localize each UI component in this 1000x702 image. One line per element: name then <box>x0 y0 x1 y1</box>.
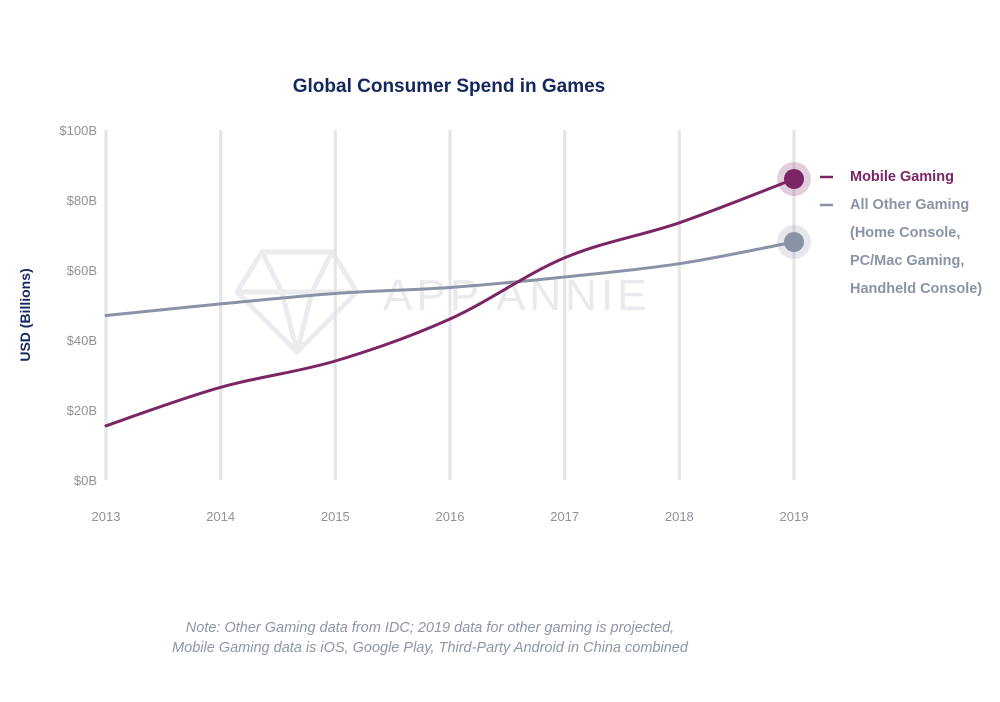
chart-title: Global Consumer Spend in Games <box>293 76 606 97</box>
y-tick-label-100: $100B <box>59 123 97 138</box>
x-tick-label-2014: 2014 <box>206 509 235 524</box>
y-tick-label-40: $40B <box>67 333 97 348</box>
end-marker-other-gaming <box>784 232 804 252</box>
x-tick-label-2019: 2019 <box>780 509 809 524</box>
x-tick-label-2016: 2016 <box>436 509 465 524</box>
watermark-text: APP ANNIE <box>383 271 651 320</box>
y-axis-title: USD (Billions) <box>17 268 33 361</box>
footnote-line-1: Note: Other Gaming data from IDC; 2019 d… <box>186 620 674 636</box>
watermark: APP ANNIE <box>234 249 651 355</box>
x-tick-label-2015: 2015 <box>321 509 350 524</box>
series-line-other-gaming <box>104 240 796 317</box>
x-tick-label-2013: 2013 <box>92 509 121 524</box>
series-line-mobile-gaming <box>104 177 796 428</box>
legend-label-other-gaming: All Other Gaming <box>850 197 969 213</box>
x-tick-label-2017: 2017 <box>550 509 579 524</box>
x-tick-label-2018: 2018 <box>665 509 694 524</box>
footnote-line-2: Mobile Gaming data is iOS, Google Play, … <box>172 640 689 656</box>
y-tick-label-80: $80B <box>67 193 97 208</box>
y-tick-label-60: $60B <box>67 263 97 278</box>
end-marker-mobile-gaming <box>784 169 804 189</box>
legend-label-other-gaming: Handheld Console) <box>850 281 982 297</box>
legend-label-mobile-gaming: Mobile Gaming <box>850 169 954 185</box>
legend-label-other-gaming: PC/Mac Gaming, <box>850 253 964 269</box>
y-tick-label-20: $20B <box>67 403 97 418</box>
legend-label-other-gaming: (Home Console, <box>850 225 960 241</box>
y-tick-label-0: $0B <box>74 473 97 488</box>
